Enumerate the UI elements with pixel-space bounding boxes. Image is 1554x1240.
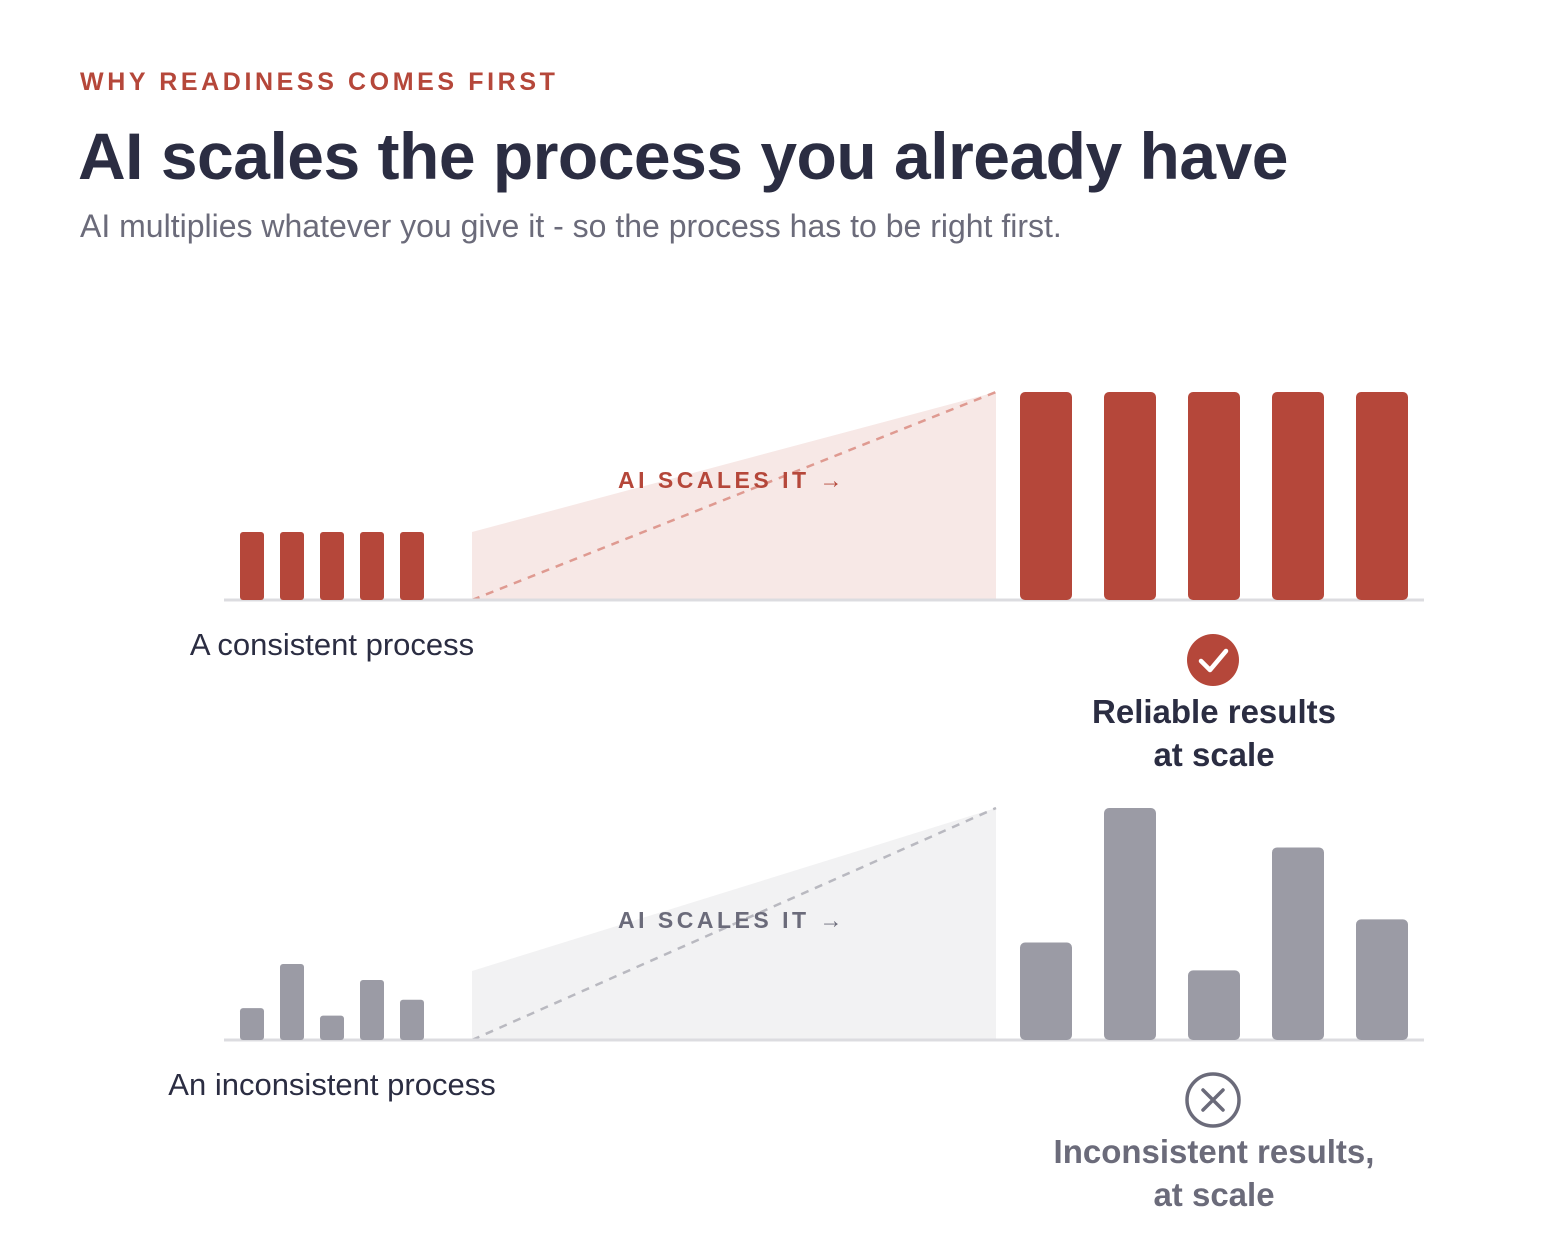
input-bar — [280, 964, 304, 1040]
output-bar — [1104, 808, 1156, 1040]
page-title: AI scales the process you already have — [78, 119, 1288, 193]
outcome-line-1: Inconsistent results, — [1054, 1133, 1375, 1170]
eyebrow: WHY READINESS COMES FIRST — [80, 68, 559, 96]
input-bars — [240, 964, 424, 1040]
input-bar — [240, 532, 264, 600]
outcome-line-2: at scale — [1153, 1176, 1274, 1213]
input-label: An inconsistent process — [168, 1067, 495, 1102]
panel-consistent: AI SCALES IT → A consistent process Reli… — [190, 390, 1424, 773]
scale-dashed-line — [471, 806, 997, 1042]
input-bar — [280, 532, 304, 600]
output-bars — [1020, 808, 1408, 1040]
outcome-line-1: Reliable results — [1092, 693, 1336, 730]
input-bar — [360, 979, 384, 1040]
input-label: A consistent process — [190, 627, 474, 662]
panel-inconsistent: AI SCALES IT → An inconsistent process I… — [168, 806, 1424, 1213]
input-bar — [400, 532, 424, 600]
outcome-line-2: at scale — [1153, 736, 1274, 773]
output-bar — [1188, 392, 1240, 600]
scale-label: AI SCALES IT → — [618, 467, 846, 493]
input-bar — [320, 532, 344, 600]
scale-wedge — [472, 392, 996, 600]
output-bar — [1272, 847, 1324, 1040]
x-circle-icon — [1185, 1072, 1241, 1128]
scale-label: AI SCALES IT → — [618, 907, 846, 933]
output-bar — [1272, 392, 1324, 600]
page-subtitle: AI multiplies whatever you give it - so … — [80, 208, 1062, 244]
output-bar — [1020, 392, 1072, 600]
output-bar — [1356, 919, 1408, 1040]
input-bars — [240, 532, 424, 600]
input-bar — [360, 532, 384, 600]
output-bar — [1020, 942, 1072, 1040]
output-bar — [1356, 392, 1408, 600]
output-bar — [1104, 392, 1156, 600]
scale-dashed-line — [471, 390, 997, 602]
input-bar — [240, 1008, 264, 1040]
input-bar — [320, 1015, 344, 1040]
check-circle-icon — [1187, 634, 1239, 686]
input-bar — [400, 999, 424, 1040]
output-bars — [1020, 392, 1408, 600]
output-bar — [1188, 970, 1240, 1040]
